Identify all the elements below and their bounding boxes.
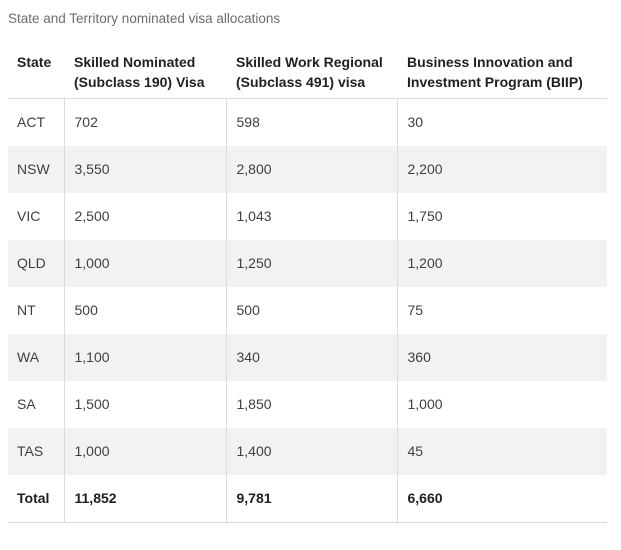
table-row: NSW 3,550 2,800 2,200: [8, 146, 607, 193]
value-cell: 2,500: [63, 193, 226, 240]
table-row: QLD 1,000 1,250 1,200: [8, 240, 607, 287]
state-cell: ACT: [17, 114, 45, 130]
value-cell: 3,550: [63, 146, 226, 193]
table-row: ACT 702 598 30: [8, 98, 607, 146]
state-cell: SA: [17, 396, 36, 412]
value-cell: 30: [396, 98, 607, 146]
value-cell: 11,852: [63, 475, 226, 523]
value-cell: 1,043: [225, 193, 397, 240]
value-cell: 1,000: [396, 381, 607, 428]
value-cell: 9,781: [225, 475, 397, 523]
table-title: State and Territory nominated visa alloc…: [8, 11, 281, 26]
value-cell: 702: [63, 98, 226, 146]
table-row: SA 1,500 1,850 1,000: [8, 381, 607, 428]
state-cell: QLD: [17, 255, 46, 271]
value-cell: 45: [396, 428, 607, 475]
value-cell: 1,500: [63, 381, 226, 428]
value-cell: 1,000: [63, 428, 226, 475]
value-cell: 360: [396, 334, 607, 381]
value-cell: 1,750: [396, 193, 607, 240]
value-cell: 500: [225, 287, 397, 334]
total-row: Total 11,852 9,781 6,660: [8, 475, 607, 523]
value-cell: 598: [225, 98, 397, 146]
total-label-cell: Total: [8, 475, 64, 523]
value-cell: 500: [63, 287, 226, 334]
column-header-subclass-491: Skilled Work Regional (Subclass 491) vis…: [226, 40, 397, 99]
value-cell: 2,200: [396, 146, 607, 193]
state-cell: NSW: [17, 161, 50, 177]
column-header-subclass-190: Skilled Nominated (Subclass 190) Visa: [64, 40, 226, 99]
value-cell: 340: [225, 334, 397, 381]
table-header: State Skilled Nominated (Subclass 190) V…: [8, 40, 607, 99]
table-row: VIC 2,500 1,043 1,750: [8, 193, 607, 240]
column-header-state: State: [8, 40, 64, 99]
state-cell: TAS: [17, 443, 44, 459]
header-row: State Skilled Nominated (Subclass 190) V…: [8, 40, 607, 99]
value-cell: 1,000: [63, 240, 226, 287]
visa-allocations-table: State Skilled Nominated (Subclass 190) V…: [8, 40, 607, 523]
state-cell: VIC: [17, 208, 41, 224]
table-row: TAS 1,000 1,400 45: [8, 428, 607, 475]
value-cell: 1,400: [225, 428, 397, 475]
value-cell: 75: [396, 287, 607, 334]
value-cell: 1,100: [63, 334, 226, 381]
column-header-biip: Business Innovation and Investment Progr…: [397, 40, 607, 99]
state-cell: NT: [17, 302, 36, 318]
table-row: WA 1,100 340 360: [8, 334, 607, 381]
table-body: ACT 702 598 30 NSW 3,550 2,800 2,200 VIC 2,500 1,0…: [8, 98, 607, 523]
value-cell: 1,250: [225, 240, 397, 287]
value-cell: 6,660: [396, 475, 607, 523]
value-cell: 1,850: [225, 381, 397, 428]
value-cell: 1,200: [396, 240, 607, 287]
value-cell: 2,800: [225, 146, 397, 193]
state-cell: WA: [17, 349, 40, 365]
table-row: NT 500 500 75: [8, 287, 607, 334]
